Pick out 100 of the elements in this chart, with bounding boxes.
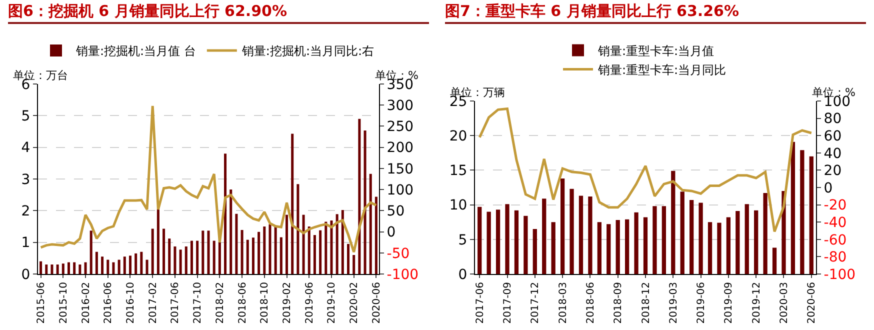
x-tick-label: 2018-09 (613, 282, 624, 324)
bar (319, 230, 322, 274)
bar (597, 222, 602, 274)
bar (134, 253, 138, 274)
bar (168, 238, 171, 274)
bar (118, 260, 120, 274)
x-tick-label: 2015-10 (58, 282, 70, 324)
bar (551, 222, 556, 274)
bar (754, 210, 758, 274)
y-tick-label: 20 (449, 128, 468, 144)
bar (313, 235, 316, 274)
x-tick-label: 2020-06 (806, 282, 818, 324)
bar (258, 232, 260, 274)
y2-tick-label: 80 (824, 111, 842, 128)
bar (690, 200, 694, 274)
line-series (478, 108, 813, 233)
y-tick-label: 2 (21, 204, 30, 220)
bar (578, 196, 584, 274)
bar (736, 211, 740, 274)
x-tick-label: 2017-09 (502, 282, 514, 324)
bar (286, 214, 288, 274)
y2-tick-label: 300 (386, 98, 414, 114)
bar (809, 156, 814, 274)
bar (280, 237, 282, 274)
bar (291, 134, 294, 274)
x-tick-label: 2019-09 (724, 282, 735, 324)
bar (84, 262, 87, 274)
bar (772, 248, 777, 274)
y2-tick-label: 200 (386, 140, 414, 156)
bar (478, 206, 482, 274)
x-tick-label: 2018-06 (237, 282, 248, 324)
bar (634, 212, 638, 274)
y2-tick-label: 60 (824, 128, 842, 144)
bar (196, 240, 199, 274)
bar (151, 228, 154, 274)
bar (496, 210, 500, 274)
bar (708, 222, 712, 274)
bar (62, 264, 64, 274)
bar (252, 238, 254, 274)
chart-title: 图7：重型卡车 6 月销量同比上行 63.26% (445, 0, 866, 24)
bar (643, 217, 648, 274)
x-tick-label: 2019-03 (668, 282, 680, 324)
bar (369, 174, 372, 274)
bar (652, 206, 657, 274)
legend-label: 销量:挖掘机:当月值 台 (75, 44, 196, 58)
x-tick-label: 2017-02 (148, 282, 159, 324)
bar (800, 150, 804, 274)
x-tick-label: 2017-12 (530, 282, 542, 324)
bar (56, 264, 59, 274)
x-tick-label: 2019-02 (282, 282, 294, 324)
bar (146, 260, 148, 274)
y-tick-label: 15 (449, 163, 468, 180)
bar (274, 226, 277, 274)
bar (560, 178, 565, 274)
bar (308, 226, 310, 274)
y2-tick-label: 100 (386, 182, 414, 198)
bar (717, 222, 722, 274)
bar (624, 219, 630, 274)
x-tick-label: 2018-02 (214, 282, 226, 324)
x-tick-label: 2016-06 (103, 282, 114, 324)
bar (190, 240, 193, 274)
legend-label: 销量:重型卡车:当月同比 (597, 62, 726, 77)
x-tick-label: 2018-10 (260, 282, 271, 324)
bar (662, 206, 666, 274)
bar (524, 216, 528, 274)
bar (207, 230, 210, 274)
bar (790, 142, 796, 274)
bar (341, 210, 344, 274)
bar (358, 118, 361, 274)
x-tick-label: 2017-06 (170, 282, 182, 324)
bar (347, 244, 350, 274)
y2-tick-label: 0 (386, 224, 396, 241)
x-tick-label: 2015-06 (36, 282, 48, 324)
x-tick-label: 2019-06 (304, 282, 316, 324)
x-tick-label: 2018-06 (585, 282, 596, 324)
bar (542, 198, 546, 274)
bar (162, 228, 166, 274)
bar (106, 260, 110, 274)
y2-tick-label: -20 (824, 198, 847, 214)
line-series (40, 104, 378, 254)
bar (726, 217, 731, 274)
bar (324, 222, 328, 274)
y-tick-label: 10 (449, 198, 468, 214)
x-tick-label: 2020-02 (349, 282, 360, 324)
y2-tick-label: 150 (386, 161, 414, 178)
bar (235, 214, 238, 274)
bar (40, 261, 42, 274)
y2-tick-label: 50 (386, 204, 405, 220)
bar (616, 220, 620, 274)
bar (202, 230, 204, 274)
bar (336, 214, 338, 274)
bar (67, 262, 70, 274)
y2-tick-label: 20 (824, 163, 842, 180)
x-tick-label: 2020-06 (371, 282, 382, 324)
bar (112, 262, 115, 274)
bar (680, 192, 684, 274)
bar (296, 184, 300, 274)
legend-label: 销量:重型卡车:当月值 (597, 44, 714, 58)
legend-label: 销量:挖掘机:当月同比:右 (240, 44, 374, 58)
y-tick-label: 0 (21, 266, 30, 283)
